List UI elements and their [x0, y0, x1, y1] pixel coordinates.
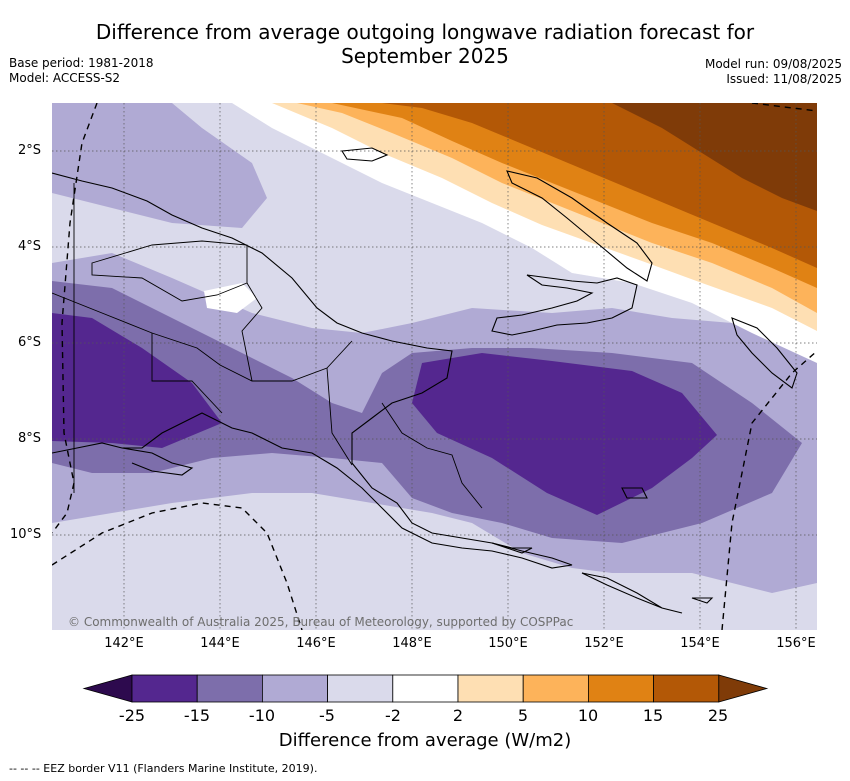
issued-date: Issued: 11/08/2025 [726, 72, 842, 86]
lat-label: 8°S [18, 431, 42, 446]
map-panel: © Commonwealth of Australia 2025, Bureau… [52, 103, 817, 630]
lat-label: 2°S [18, 143, 42, 158]
colorbar-label: Difference from average (W/m2) [278, 730, 572, 751]
lon-label: 146°E [296, 636, 336, 651]
model-run: Model run: 09/08/2025 [704, 57, 842, 71]
colorbar-tick: 2 [452, 706, 464, 725]
footnote: -- -- -- EEZ border V11 (Flanders Marine… [9, 762, 318, 775]
lat-label: 10°S [10, 527, 42, 542]
title-line-2: September 2025 [341, 44, 509, 68]
colorbar-tick: -25 [118, 706, 146, 725]
colorbar-tick: -5 [319, 706, 335, 725]
lon-label: 152°E [584, 636, 624, 651]
colorbar-segment [457, 674, 524, 703]
colorbar-segment [131, 674, 198, 703]
colorbar-tick: 25 [707, 706, 729, 725]
coastlines [52, 147, 798, 614]
colorbar-tick: 10 [577, 706, 599, 725]
band-darkest-brown [612, 103, 817, 211]
colorbar-extend-low [82, 674, 133, 703]
colorbar-segment [587, 674, 654, 703]
colorbar [80, 670, 772, 710]
meta-right: Model run: 09/08/2025 Issued: 11/08/2025 [705, 57, 842, 87]
colorbar-tick: -2 [385, 706, 401, 725]
lat-label: 4°S [18, 239, 42, 254]
provincial-borders [52, 183, 483, 509]
band-lavender-north [52, 103, 267, 228]
lon-label: 156°E [776, 636, 816, 651]
map-title: Difference from average outgoing longwav… [0, 20, 850, 68]
colorbar-segment [522, 674, 589, 703]
band-white-patch [204, 283, 257, 313]
base-period: Base period: 1981-2018 [9, 56, 154, 70]
eez-borders [52, 103, 817, 630]
gridlines [52, 103, 817, 630]
lon-label: 150°E [488, 636, 528, 651]
lon-label: 144°E [200, 636, 240, 651]
colorbar-tick: -10 [248, 706, 276, 725]
lon-label: 154°E [680, 636, 720, 651]
colorbar-tick: 5 [517, 706, 529, 725]
band-purple-deep-east [412, 353, 717, 515]
colorbar-segment [392, 674, 459, 703]
colorbar-segment [261, 674, 328, 703]
lon-label: 148°E [392, 636, 432, 651]
lon-label: 142°E [104, 636, 144, 651]
copyright-text: © Commonwealth of Australia 2025, Bureau… [68, 615, 573, 629]
model-name: Model: ACCESS-S2 [9, 71, 121, 85]
lat-label: 6°S [18, 335, 42, 350]
band-purple-deep-west [52, 313, 222, 448]
colorbar-tick: 15 [642, 706, 664, 725]
colorbar-extend-high [718, 674, 769, 703]
colorbar-tick: -15 [183, 706, 211, 725]
colorbar-segment [196, 674, 263, 703]
colorbar-segment [653, 674, 720, 703]
title-line-1: Difference from average outgoing longwav… [95, 20, 755, 44]
meta-left: Base period: 1981-2018 Model: ACCESS-S2 [9, 56, 154, 86]
colorbar-segment [327, 674, 394, 703]
